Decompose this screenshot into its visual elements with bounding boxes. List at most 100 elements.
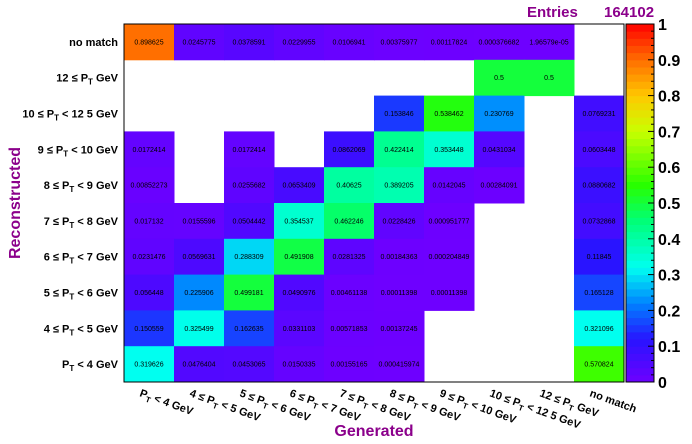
colorbar-tick-label: 0.6	[658, 160, 680, 177]
colorbar-segment	[626, 339, 654, 347]
colorbar-segment	[626, 102, 654, 111]
heatmap-cell	[574, 310, 625, 347]
heatmap-cell	[224, 238, 275, 276]
colorbar-segment	[626, 24, 654, 32]
cell-value-label: 0.153846	[384, 111, 413, 118]
heatmap-cell	[524, 24, 575, 61]
heatmap-cell	[124, 131, 175, 168]
cell-value-label: 0.00184363	[381, 254, 418, 261]
heatmap-cell	[324, 131, 375, 168]
colorbar-segment	[626, 160, 654, 168]
heatmap-cell	[274, 346, 325, 383]
colorbar-tick-label: 0.7	[658, 124, 680, 141]
x-axis-title: Generated	[334, 423, 413, 440]
cell-value-label: 0.570824	[584, 362, 613, 369]
cell-value-label: 0.0172414	[232, 147, 265, 154]
heatmap-cell	[424, 167, 475, 204]
cell-value-label: 0.0431034	[482, 147, 515, 154]
cell-value-label: 0.0490976	[282, 290, 315, 297]
heatmap-cell	[174, 238, 225, 276]
colorbar-segment	[626, 303, 654, 311]
cell-value-label: 0.898625	[134, 39, 163, 46]
colorbar-segment	[626, 331, 654, 340]
colorbar-segment	[626, 360, 654, 369]
cell-value-label: 0.11845	[587, 254, 612, 261]
heatmap-cell	[174, 203, 225, 240]
heatmap-cell	[324, 310, 375, 347]
y-category-label: 12 ≤ PT​ GeV	[56, 73, 118, 87]
colorbar-segment	[626, 124, 654, 132]
plot-frame	[123, 23, 625, 383]
cell-value-label: 0.225906	[184, 290, 213, 297]
cell-value-label: 0.00852273	[131, 183, 168, 190]
heatmap-cell	[274, 310, 325, 347]
colorbar-segment	[626, 131, 654, 140]
heatmap-cell	[424, 274, 475, 311]
heatmap-cell	[274, 203, 325, 240]
colorbar-tick-label: 0.1	[658, 339, 680, 356]
heatmap-cell	[574, 274, 625, 311]
heatmap-cell	[474, 24, 525, 61]
heatmap-cell	[224, 346, 275, 383]
cell-value-label: 1.96579e-05	[529, 39, 568, 46]
y-category-label: 5 ≤ PT​ < 6 GeV	[44, 288, 119, 302]
cell-value-label: 0.0769231	[582, 111, 615, 118]
colorbar-tick-label: 0.2	[658, 303, 680, 320]
cell-value-label: 0.0569631	[182, 254, 215, 261]
y-axis-title: Reconstructed	[7, 147, 24, 259]
cell-value-label: 0.319626	[134, 362, 163, 369]
heatmap-cell	[174, 346, 225, 383]
colorbar-segment	[626, 59, 654, 68]
heatmap-cell	[224, 131, 275, 168]
cell-value-label: 0.0142045	[432, 183, 465, 190]
heatmap-cell	[174, 274, 225, 311]
cell-value-label: 0.00571853	[331, 326, 368, 333]
heatmap-cell	[374, 131, 425, 168]
colorbar-segment	[626, 245, 654, 254]
colorbar-segment	[626, 231, 654, 240]
colorbar-tick-label: 0.9	[658, 53, 680, 70]
heatmap-cell	[374, 274, 425, 311]
colorbar-segment	[626, 66, 654, 75]
colorbar-segment	[626, 267, 654, 276]
colorbar-tick-label: 0.4	[658, 232, 680, 249]
cell-value-label: 0.0504442	[232, 218, 265, 225]
cell-value-label: 0.0228426	[382, 218, 415, 225]
colorbar-tick-label: 0.3	[658, 268, 680, 285]
cell-value-label: 0.150559	[134, 326, 163, 333]
heatmap-cell	[224, 274, 275, 311]
colorbar-segment	[626, 38, 654, 46]
colorbar-segment	[626, 281, 654, 290]
colorbar-segment	[626, 152, 654, 161]
colorbar-segment	[626, 346, 654, 354]
colorbar-segment	[626, 374, 654, 383]
cell-value-label: 0.000951777	[429, 218, 470, 225]
y-category-label: 8 ≤ PT​ < 9 GeV	[44, 180, 119, 194]
colorbar-segment	[626, 203, 654, 211]
colorbar-segment	[626, 52, 654, 61]
heatmap-cell	[374, 95, 425, 132]
heatmap-cell	[324, 203, 375, 240]
colorbar-segment	[626, 274, 654, 283]
cell-value-label: 0.0245775	[182, 39, 215, 46]
heatmap-cell	[124, 167, 175, 204]
cell-value-label: 0.0331103	[283, 326, 316, 333]
cell-value-label: 0.538462	[434, 111, 463, 118]
cell-value-label: 0.0732868	[582, 218, 615, 225]
cell-value-label: 0.0603448	[582, 147, 615, 154]
cell-value-label: 0.40625	[336, 183, 361, 190]
cell-value-label: 0.000204849	[429, 254, 470, 261]
cell-value-label: 0.00137245	[381, 326, 418, 333]
colorbar-segment	[626, 81, 654, 89]
heatmap-cell	[374, 167, 425, 204]
cell-value-label: 0.00284091	[481, 183, 518, 190]
heatmap-cell	[124, 274, 175, 311]
colorbar-segment	[626, 296, 654, 304]
cell-value-label: 0.422414	[384, 147, 413, 154]
heatmap-cell	[224, 167, 275, 204]
y-category-label: 10 ≤ PT​ < 12 5 GeV	[22, 109, 118, 123]
heatmap-cell	[174, 24, 225, 61]
cell-value-label: 0.0231476	[132, 254, 165, 261]
heatmap-cell	[474, 95, 525, 132]
colorbar-segment	[626, 95, 654, 104]
